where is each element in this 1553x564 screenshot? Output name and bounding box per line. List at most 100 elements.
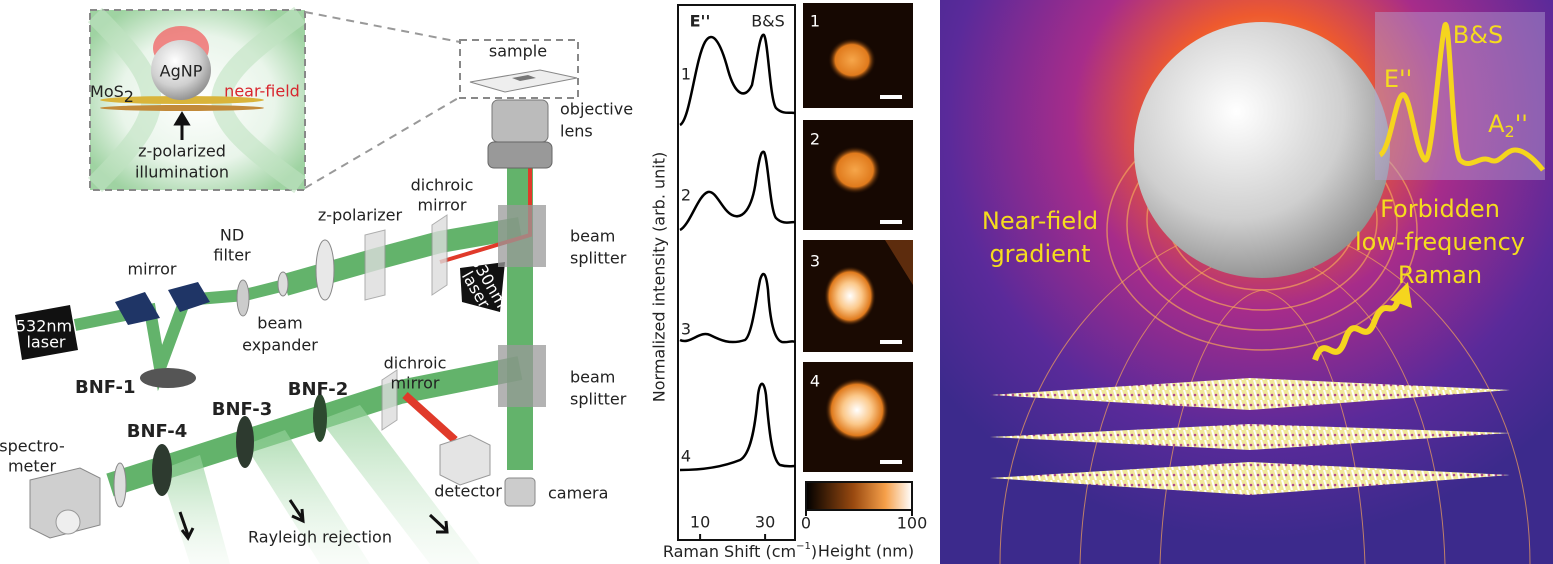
x-axis-label: Raman Shift (cm−1) — [663, 541, 817, 561]
frame — [677, 4, 796, 541]
label: '' — [1515, 110, 1528, 138]
y-axis-label: Normalized intensity (arb. unit) — [650, 152, 669, 402]
label: BNF-1 — [75, 377, 136, 398]
mos2-layer — [990, 378, 1510, 410]
particle — [824, 266, 876, 326]
spectrometer-port — [55, 509, 81, 535]
bnf-2 — [313, 394, 327, 442]
red-beam — [402, 392, 458, 443]
rejection-beam — [160, 455, 230, 564]
label: spectro- — [0, 437, 65, 456]
bnf-1 — [140, 368, 196, 388]
map-label: 3 — [810, 252, 820, 271]
label: beam — [570, 368, 615, 387]
arrow — [428, 513, 449, 534]
label: z-polarizer — [318, 206, 403, 225]
arrow — [178, 511, 195, 541]
label: ND — [220, 226, 244, 245]
label: A — [1488, 110, 1505, 138]
objective-lens — [491, 99, 549, 143]
label: beam — [257, 314, 302, 333]
scale-bar — [880, 220, 902, 224]
colorbar-label: Height (nm) — [818, 542, 914, 561]
label: mirror — [391, 374, 440, 393]
trace-label: 3 — [681, 320, 691, 339]
colorbar-tick-label: 0 — [801, 514, 811, 533]
scale-bars — [880, 95, 902, 464]
map-label: 4 — [810, 372, 820, 391]
label: MoS — [90, 82, 124, 101]
label: camera — [548, 484, 608, 503]
beam-splitter — [498, 205, 546, 267]
sample-plate — [469, 69, 578, 93]
laser-830 — [460, 262, 505, 312]
label: near-field — [224, 82, 300, 101]
label: meter — [8, 457, 57, 476]
particle — [828, 38, 876, 82]
particle — [825, 378, 889, 442]
objective-lens — [487, 141, 553, 169]
agnp — [151, 40, 211, 100]
label: expander — [242, 336, 318, 355]
nd-filter — [236, 279, 250, 317]
dichroic-mirror — [381, 369, 398, 431]
arrow — [173, 111, 191, 140]
spectrum — [1378, 22, 1545, 172]
colorbar — [805, 481, 913, 511]
spectrometer — [29, 467, 101, 539]
raman-arrow — [1312, 298, 1401, 362]
label: z-polarized — [138, 142, 226, 161]
map-label: 2 — [810, 130, 820, 149]
particle — [829, 146, 881, 194]
subscript: 2 — [124, 87, 134, 106]
x-tick-label: 30 — [755, 513, 775, 532]
map-edge — [885, 240, 913, 285]
label: Raman Shift (cm — [663, 542, 796, 561]
peak-label: B&S — [751, 12, 785, 31]
peak-label: E'' — [690, 12, 711, 31]
label: AgNP — [160, 62, 203, 81]
dichroic-mirror — [431, 214, 448, 296]
label: detector — [434, 482, 502, 501]
x-tick-label: 10 — [690, 513, 710, 532]
scale-bar — [880, 340, 902, 344]
trace-label: 4 — [681, 447, 691, 466]
scale-bar — [880, 95, 902, 99]
traces — [679, 33, 796, 472]
label: Rayleigh rejection — [248, 528, 392, 547]
trace — [679, 382, 796, 472]
sample-box — [459, 39, 579, 99]
setup-panel: AgNP MoS2 near-field z-polarized illumin… — [0, 6, 633, 564]
bnf-4 — [152, 444, 172, 496]
caption: Raman — [1398, 261, 1482, 289]
peak-label: A2'' — [1488, 110, 1528, 141]
label: BNF-3 — [212, 399, 273, 420]
z-polarizer — [364, 229, 386, 301]
label: laser — [26, 333, 65, 352]
mos2-layer — [990, 424, 1510, 450]
trace — [679, 272, 796, 344]
label: 532nm — [16, 317, 72, 336]
spectra-panel: E'' B&S 1 2 3 4 Normalized intensity (ar… — [650, 4, 817, 561]
bnf-3 — [236, 416, 254, 468]
label: ) — [811, 542, 817, 561]
label: illumination — [135, 163, 229, 182]
label: mirror — [128, 260, 177, 279]
label: lens — [560, 122, 593, 141]
mos2-layer — [990, 462, 1510, 495]
lens — [113, 462, 127, 508]
label: splitter — [570, 390, 627, 409]
illustration-panel: E'' B&S A2'' Near-field gradient Forbidd… — [940, 0, 1553, 564]
label: splitter — [570, 249, 627, 268]
trace-label: 2 — [681, 186, 691, 205]
trace — [679, 150, 796, 232]
label: dichroic — [384, 354, 447, 373]
label: sample — [489, 42, 547, 61]
colorbar-tick-label: 100 — [897, 514, 928, 533]
detector — [439, 434, 491, 486]
raman-arrowhead — [1390, 282, 1412, 308]
label: filter — [213, 246, 251, 265]
caption: Near-field — [982, 207, 1098, 235]
subscript: 2 — [1505, 122, 1515, 141]
